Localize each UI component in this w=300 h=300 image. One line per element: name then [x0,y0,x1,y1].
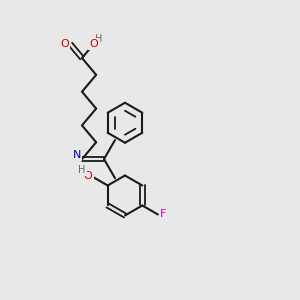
Text: N: N [73,150,81,160]
Text: H: H [78,166,86,176]
Text: O: O [89,39,98,49]
Text: O: O [60,39,69,49]
Text: O: O [84,172,92,182]
Text: H: H [95,34,102,44]
Text: F: F [160,209,166,220]
